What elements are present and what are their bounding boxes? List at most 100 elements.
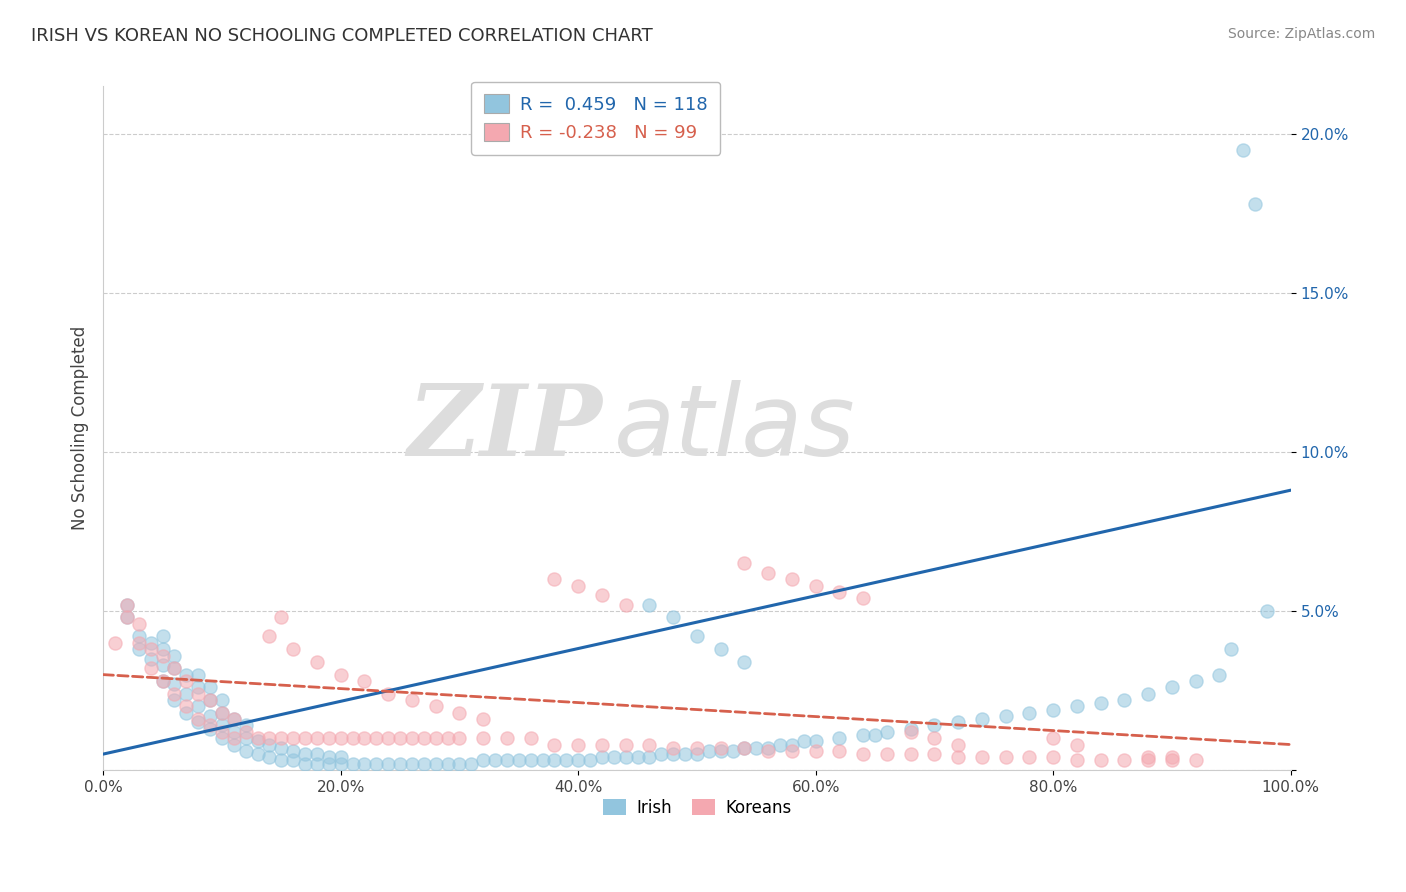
Point [294,731,316,746]
Point [900,724,922,739]
Point [425,699,447,714]
Point [128,642,150,657]
Point [1090,754,1112,768]
Point [828,585,851,599]
Point [733,557,755,571]
Point [115,598,138,612]
Point [174,687,197,701]
Point [1114,693,1136,707]
Point [472,712,495,726]
Text: atlas: atlas [614,380,855,476]
Point [353,731,375,746]
Point [756,566,779,580]
Point [342,756,364,771]
Point [235,724,257,739]
Point [948,750,970,764]
Point [769,738,792,752]
Point [780,572,803,586]
Point [329,667,352,681]
Point [198,681,221,695]
Point [187,699,209,714]
Point [449,756,471,771]
Point [198,693,221,707]
Point [174,706,197,720]
Point [198,693,221,707]
Point [449,706,471,720]
Point [900,722,922,736]
Point [259,630,281,644]
Point [614,598,637,612]
Point [318,756,340,771]
Point [152,630,174,644]
Point [460,756,482,771]
Point [329,756,352,771]
Point [733,655,755,669]
Point [270,610,292,624]
Point [1161,750,1184,764]
Point [139,642,162,657]
Point [318,750,340,764]
Point [425,756,447,771]
Point [449,731,471,746]
Point [614,750,637,764]
Point [924,731,946,746]
Point [294,747,316,761]
Point [1137,750,1160,764]
Point [863,728,886,742]
Point [246,731,269,746]
Point [211,706,233,720]
Point [508,754,530,768]
Point [305,756,328,771]
Point [876,747,898,761]
Point [876,724,898,739]
Point [235,718,257,732]
Point [174,667,197,681]
Point [994,750,1017,764]
Point [697,744,720,758]
Point [163,677,186,691]
Point [139,651,162,665]
Point [970,750,993,764]
Point [389,756,412,771]
Point [614,738,637,752]
Point [1066,754,1088,768]
Point [259,750,281,764]
Point [900,747,922,761]
Point [305,655,328,669]
Point [187,681,209,695]
Point [281,731,304,746]
Point [1042,731,1064,746]
Point [484,754,506,768]
Point [436,756,458,771]
Point [401,756,423,771]
Point [152,648,174,663]
Point [1161,754,1184,768]
Point [342,731,364,746]
Point [1220,642,1243,657]
Point [401,693,423,707]
Point [472,731,495,746]
Point [710,744,733,758]
Point [804,578,827,592]
Point [270,731,292,746]
Point [187,687,209,701]
Point [626,750,648,764]
Text: Source: ZipAtlas.com: Source: ZipAtlas.com [1227,27,1375,41]
Point [281,754,304,768]
Point [235,731,257,746]
Point [211,731,233,746]
Point [353,756,375,771]
Point [662,747,685,761]
Point [686,747,709,761]
Point [650,747,672,761]
Point [745,740,768,755]
Point [425,731,447,746]
Point [389,731,412,746]
Point [591,588,613,602]
Point [673,747,696,761]
Point [733,740,755,755]
Point [246,747,269,761]
Point [222,712,245,726]
Point [543,572,565,586]
Point [115,598,138,612]
